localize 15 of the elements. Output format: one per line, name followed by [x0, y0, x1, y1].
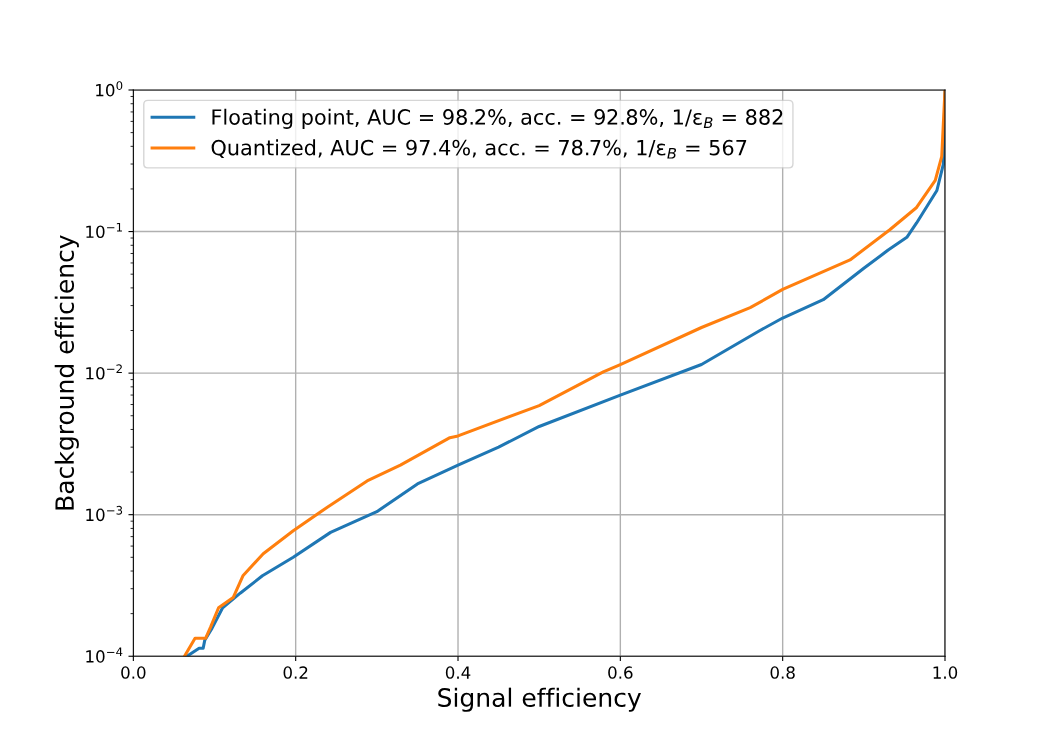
y-axis-title: Background efficiency: [54, 235, 79, 510]
y-tick-label: 10$^{−2}$: [86, 364, 122, 380]
x-tick-label: 0.2: [283, 666, 308, 679]
x-tick-label: 0.8: [770, 666, 795, 679]
x-axis-title: Signal efficiency: [438, 687, 641, 712]
x-tick-label: 0.4: [445, 666, 471, 679]
y-tick-label: 10$^{−3}$: [86, 505, 123, 522]
legend-label: Floating point, AUC = 98.2%, acc. = 92.8%, 1/ε$_{B}$ = 882: [212, 108, 783, 129]
legend-label: Quantized, AUC = 97.4%, acc. = 78.7%, 1/ε$_{B}$ = 567: [211, 139, 747, 159]
y-tick-label: 10$^{−1}$: [86, 222, 122, 239]
x-tick-label: 0.6: [608, 666, 633, 679]
x-tick-label: 1.0: [933, 666, 958, 679]
y-tick-label: 10$^{0}$: [96, 81, 123, 97]
y-tick-label: 10$^{−4}$: [86, 647, 123, 663]
x-tick-label: 0.0: [121, 666, 146, 679]
